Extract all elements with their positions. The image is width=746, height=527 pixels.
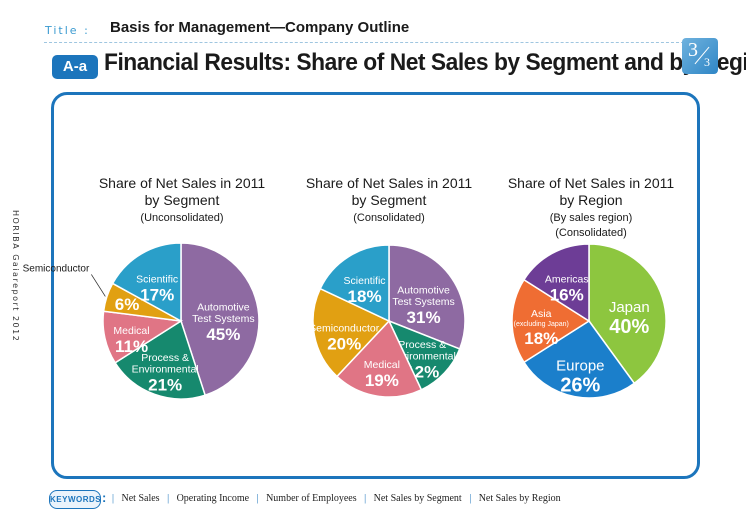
page-indicator: 3 3	[682, 38, 718, 74]
slice-name-label: Medical	[364, 359, 400, 371]
slice-percent-label: 6%	[115, 295, 140, 314]
slice-percent-label: 17%	[140, 285, 174, 304]
slice-percent-label: 20%	[327, 334, 361, 353]
slice-name-label: Europe	[556, 357, 604, 374]
keywords-list: | Net Sales | Operating Income | Number …	[110, 493, 564, 504]
pie-slice-scientific	[111, 242, 182, 323]
slice-percent-label: 19%	[365, 371, 399, 390]
slice-name-label: Automotive	[397, 285, 450, 297]
keyword-net-sales-by-region[interactable]: Net Sales by Region	[478, 493, 561, 504]
keywords-colon: :	[102, 490, 107, 505]
pie-slice-scientific	[319, 244, 390, 323]
pie-slice-medical	[335, 319, 423, 398]
chart-subtitle: (Unconsolidated)	[140, 212, 223, 224]
slice-name-label: Process &	[141, 352, 189, 364]
slice-name-label: Semiconductor	[309, 322, 380, 334]
slice-name-label: Medical	[113, 325, 149, 337]
pie-slice-japan	[588, 243, 667, 385]
chart-subtitle: (Consolidated)	[555, 227, 627, 239]
slice-name-label: Japan	[609, 299, 650, 316]
title-tag: Title :	[45, 24, 90, 37]
title-divider	[44, 42, 684, 43]
pie-slice-semiconductor	[312, 287, 391, 378]
chart-title-line: Share of Net Sales in 2011	[99, 175, 266, 191]
slice-name-label: Test Systems	[392, 296, 454, 308]
slice-percent-label: 16%	[550, 285, 584, 304]
chart-heading: Financial Results: Share of Net Sales by…	[104, 49, 746, 76]
side-report-title: HORIBA Gaiareport 2012	[11, 210, 20, 343]
pie-slice-asia	[511, 278, 591, 364]
leader-line	[90, 274, 106, 297]
chart-subtitle: (Consolidated)	[353, 212, 425, 224]
chart-title-line: by Segment	[352, 192, 427, 208]
keyword-separator: |	[469, 493, 472, 504]
slice-name-label: Scientific	[344, 275, 386, 287]
slice-percent-label: 31%	[407, 308, 441, 327]
pie-slice-europe	[522, 319, 636, 399]
pie-slice-americas	[522, 243, 590, 323]
pie-slice-automotive-test-systems	[180, 242, 260, 397]
chart-subtitle: (By sales region)	[550, 212, 633, 224]
slice-percent-label: 18%	[524, 329, 558, 348]
slice-name-label: Environmental	[132, 364, 199, 376]
slice-name-label: Test Systems	[192, 313, 254, 325]
keyword-separator: |	[112, 493, 115, 504]
page-number: 3	[688, 39, 698, 61]
keyword-number-of-employees[interactable]: Number of Employees	[266, 493, 357, 504]
slice-name-label: Automotive	[197, 301, 250, 313]
keyword-separator: |	[256, 493, 259, 504]
keyword-separator: |	[167, 493, 170, 504]
slice-percent-label: 11%	[115, 337, 148, 356]
slice-name-label: Semiconductor	[23, 263, 90, 274]
pie-slice-process-environmental	[114, 319, 207, 400]
slice-percent-label: 40%	[609, 316, 649, 338]
keyword-net-sales-by-segment[interactable]: Net Sales by Segment	[373, 493, 462, 504]
chart-title-line: by Region	[559, 192, 622, 208]
chart-title-line: by Segment	[145, 192, 220, 208]
page-total: 3	[704, 55, 710, 69]
slice-name-label: Americas	[545, 273, 589, 285]
chart-title-line: Share of Net Sales in 2011	[306, 175, 473, 191]
chart-title-line: Share of Net Sales in 2011	[508, 175, 675, 191]
slice-name-label: Scientific	[136, 273, 178, 285]
slice-percent-label: 18%	[348, 287, 382, 306]
page-title: Basis for Management—Company Outline	[110, 19, 410, 36]
slice-percent-label: 45%	[206, 325, 240, 344]
keyword-separator: |	[364, 493, 367, 504]
slice-note-label: (excluding Japan)	[514, 321, 569, 328]
keyword-net-sales[interactable]: Net Sales	[121, 493, 160, 504]
slice-percent-label: 21%	[148, 376, 182, 395]
slice-name-label: Asia	[531, 308, 552, 320]
pie-slice-automotive-test-systems	[388, 244, 466, 350]
section-badge: A-a	[52, 55, 98, 79]
chart-frame	[51, 92, 700, 479]
keyword-operating-income[interactable]: Operating Income	[176, 493, 250, 504]
slice-name-label: Process &	[398, 339, 446, 351]
keywords-badge: KEYWORDS	[49, 490, 101, 509]
slice-percent-label: 26%	[560, 374, 600, 396]
